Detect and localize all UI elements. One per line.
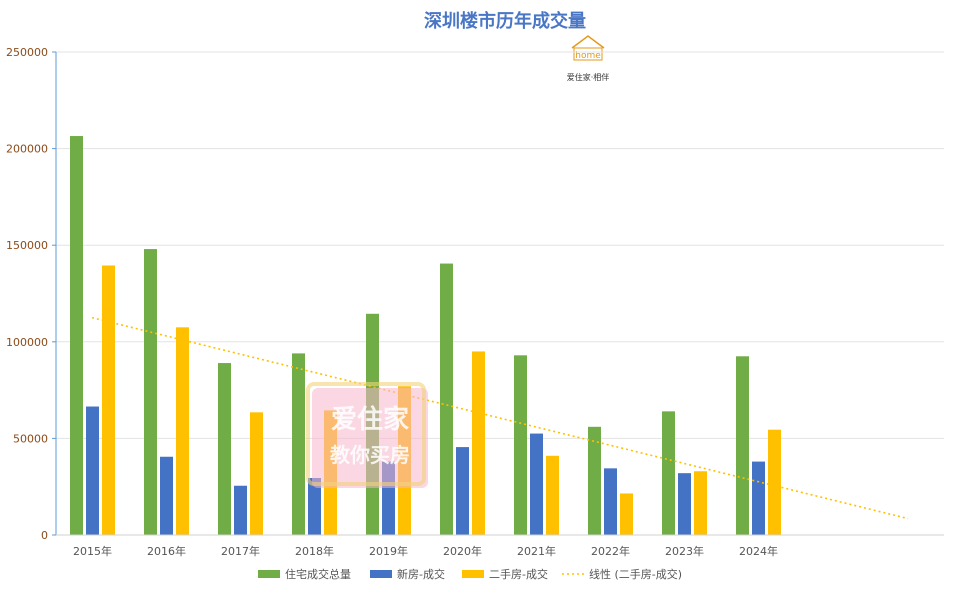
watermark-frame <box>306 382 426 486</box>
y-tick-label: 150000 <box>6 239 48 252</box>
bar-1-2022年 <box>588 426 601 535</box>
bar-2-2017年 <box>234 485 247 535</box>
y-tick-label: 250000 <box>6 46 48 59</box>
watermark-line2: 教你买房 <box>330 443 410 467</box>
legend-swatch <box>370 570 392 578</box>
watermark-line1: 爱住家 <box>331 404 409 435</box>
legend-label: 二手房-成交 <box>489 567 548 581</box>
bar-3-2021年 <box>546 455 559 535</box>
bar-2-2016年 <box>160 456 173 535</box>
y-tick-label: 0 <box>41 529 48 542</box>
bar-3-2023年 <box>694 471 707 535</box>
legend: 住宅成交总量 新房-成交 二手房-成交 线性 (二手房-成交) <box>258 567 682 581</box>
bar-1-2015年 <box>70 136 83 536</box>
bar-1-2023年 <box>662 411 675 535</box>
home-logo: home 爱住家·相伴 <box>567 35 610 82</box>
legend-swatch <box>258 570 280 578</box>
bar-3-2020年 <box>472 351 485 535</box>
logo-word: home <box>575 51 601 61</box>
x-axis: 2015年 2016年 2017年 2018年 2019年 2020年 2021年 2022年… <box>56 534 944 558</box>
bar-2-2021年 <box>530 433 543 535</box>
x-tick-label: 2022年 <box>591 544 630 558</box>
y-tick-label: 50000 <box>13 432 48 445</box>
bar-1-2024年 <box>736 356 749 535</box>
trendline-line <box>91 316 909 520</box>
legend-label: 新房-成交 <box>397 567 445 581</box>
x-tick-label: 2016年 <box>147 544 186 558</box>
bar-1-2017年 <box>218 363 231 535</box>
bar-2-2023年 <box>678 473 691 535</box>
x-tick-label: 2024年 <box>739 544 778 558</box>
bar-1-2016年 <box>144 249 157 535</box>
x-tick-label: 2019年 <box>369 544 408 558</box>
x-tick-label: 2020年 <box>443 544 482 558</box>
x-tick-label: 2021年 <box>517 544 556 558</box>
legend-label: 住宅成交总量 <box>285 567 351 581</box>
bar-3-2016年 <box>176 327 189 535</box>
y-axis: 0 50000 100000 150000 200000 250000 <box>6 46 57 542</box>
bar-3-2017年 <box>250 412 263 535</box>
bar-2-2018年 <box>308 478 321 535</box>
bar-3-2022年 <box>620 493 633 535</box>
logo-frame <box>573 47 603 61</box>
y-tick-label: 100000 <box>6 336 48 349</box>
x-tick-label: 2023年 <box>665 544 704 558</box>
bar-3-2015年 <box>102 265 115 535</box>
watermark-bg <box>312 388 428 488</box>
bar-2-2024年 <box>752 461 765 535</box>
trendline <box>91 316 909 520</box>
y-tick-label: 200000 <box>6 143 48 156</box>
watermark: 爱住家 教你买房 <box>306 382 428 488</box>
legend-swatch <box>462 570 484 578</box>
bar-2-2022年 <box>604 468 617 535</box>
gridlines <box>56 51 944 439</box>
x-tick-label: 2015年 <box>73 544 112 558</box>
x-tick-label: 2017年 <box>221 544 260 558</box>
bar-1-2020年 <box>440 263 453 535</box>
x-tick-label: 2018年 <box>295 544 334 558</box>
chart-title: 深圳楼市历年成交量 <box>424 10 586 32</box>
bar-2-2020年 <box>456 447 469 535</box>
bar-1-2018年 <box>292 353 305 535</box>
bar-3-2024年 <box>768 429 781 535</box>
logo-subtitle: 爱住家·相伴 <box>567 72 610 82</box>
bar-2-2015年 <box>86 406 99 535</box>
bar-1-2021年 <box>514 355 527 535</box>
legend-label: 线性 (二手房-成交) <box>589 567 682 581</box>
